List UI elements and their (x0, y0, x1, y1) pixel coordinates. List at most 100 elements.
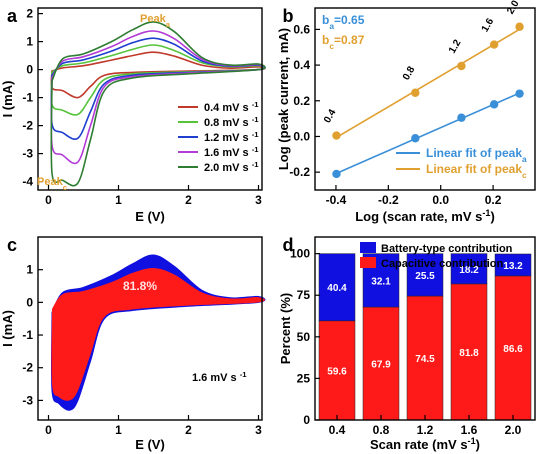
panel-d-ytick-label: 0 (303, 413, 310, 427)
legend-label-a-0: 0.4 mV s -1 (204, 100, 259, 115)
scan-rate-point-label-3: 1.6 (480, 16, 497, 34)
legend-label-b-1-part: c (522, 170, 527, 180)
legend-label-a-4: 2.0 mV s -1 (204, 160, 259, 175)
peak-a-annotation: Peaka (140, 13, 171, 29)
panel-c-xlabel: E (V) (135, 437, 165, 452)
panel-b-xlabel: Log (scan rate, mV s-1) (355, 208, 495, 224)
peak-c-annotation-part: c (63, 183, 68, 192)
fit-line-b-1 (336, 28, 520, 139)
bar-0-1 (362, 306, 400, 421)
legend-label-a-3: 1.6 mV s -1 (204, 145, 259, 160)
data-point-b-0-4 (515, 89, 524, 98)
panel-a-xtick-label: 0 (45, 193, 52, 207)
legend-label-a-2-part: 1.2 mV s (204, 132, 252, 144)
bar-label-0-1: 67.9 (371, 360, 391, 371)
panel-c-ytick-label: -1 (22, 328, 33, 342)
panel-a-ytick-label: -2 (22, 119, 33, 133)
b-value-1-part: =0.87 (334, 33, 365, 47)
panel-d-ytick-label: 50 (297, 330, 311, 344)
panel-c-frame (37, 236, 263, 421)
panel-c-xtick-label: 3 (255, 423, 262, 437)
panel-d-xtick-label: 1.2 (417, 423, 434, 437)
panel-b-xlabel-part: Log (scan rate, mV s (355, 209, 482, 224)
panel-label-a: a (7, 6, 18, 26)
b-value-1: bc=0.87 (322, 33, 365, 51)
panel-b-ytick-label: 0.0 (293, 129, 310, 143)
legend-label-b-0-part: a (522, 154, 527, 164)
bar-1-3 (450, 253, 488, 285)
panel-a-xtick-label: 3 (255, 193, 262, 207)
cv-curve-a-0 (50, 51, 266, 99)
data-point-b-0-1 (411, 134, 420, 143)
bar-0-3 (450, 283, 488, 421)
scan-rate-point-label-2: 1.2 (447, 38, 464, 56)
data-point-b-1-1 (411, 88, 420, 97)
panel-a-xlabel: E (V) (135, 209, 165, 224)
peak-c-annotation: Peakc (37, 176, 68, 192)
panel-label-c: c (7, 235, 17, 255)
peak-a-annotation-part: Peak (140, 13, 167, 25)
fit-line-b-0 (336, 92, 520, 175)
panel-a-ytick-label: -1 (22, 91, 33, 105)
legend-label-a-2: 1.2 mV s -1 (204, 130, 259, 145)
panel-label-b: b (283, 6, 294, 26)
legend-label-b-0-part: Linear fit of peak (426, 146, 522, 160)
scan-rate-point-label-1: 0.8 (401, 64, 418, 82)
scan-rate-label-part: 1.6 mV s (192, 372, 240, 384)
panel-a-ytick-label: 2 (26, 7, 33, 21)
panel-d-xtick-label: 0.8 (373, 423, 390, 437)
bar-label-0-4: 86.6 (503, 344, 523, 355)
bar-label-0-0: 59.6 (327, 366, 347, 377)
peak-c-annotation-part: Peak (37, 176, 64, 188)
panel-b-ytick-label: 0.6 (293, 22, 310, 36)
panel-d-ytick-label: 75 (297, 288, 311, 302)
panel-d-xtick-label: 0.4 (329, 423, 346, 437)
panel-b-ytick-label: 0.2 (293, 94, 310, 108)
scan-rate-label: 1.6 mV s -1 (192, 370, 247, 385)
b-value-0: ba=0.65 (322, 13, 365, 31)
scan-rate-point-label-0: 0.4 (322, 107, 339, 125)
data-point-b-1-3 (489, 40, 499, 49)
legend-label-a-0-part: -1 (252, 100, 260, 109)
panel-a-ytick-label: -4 (22, 175, 33, 189)
bar-0-0 (318, 320, 356, 421)
legend-label-d-1: Capacitive contribution (381, 258, 504, 270)
data-point-b-1-4 (515, 22, 524, 31)
capacitive-percent-label: 81.8% (123, 279, 157, 293)
panel-d-ylabel: Percent (%) (278, 293, 293, 365)
legend-label-a-1-part: -1 (252, 115, 260, 124)
data-point-b-0-2 (457, 113, 466, 122)
panel-d-ytick-label: 100 (290, 247, 310, 261)
legend-label-b-1-part: Linear fit of peak (426, 162, 522, 176)
b-value-0-part: =0.65 (334, 13, 365, 27)
panel-b-frame (314, 7, 536, 191)
panel-d-xlabel-part: -1 (468, 436, 476, 446)
bar-label-1-4: 13.2 (503, 261, 523, 272)
panel-a-xtick-label: 1 (115, 193, 122, 207)
panel-a-ytick-label: -3 (22, 147, 33, 161)
legend-label-a-4-part: -1 (252, 160, 260, 169)
panel-b-xlabel-part: -1 (482, 208, 490, 218)
b-value-1-part: c (329, 41, 334, 51)
panel-c-xtick-label: 1 (115, 423, 122, 437)
b-value-1-part: b (322, 33, 329, 47)
panel-b-xtick-label: -0.4 (326, 193, 347, 207)
data-point-b-1-0 (332, 131, 341, 140)
data-point-b-0-0 (332, 169, 341, 179)
data-point-b-0-3 (489, 100, 499, 109)
panel-a-frame (37, 7, 263, 191)
legend-label-a-1-part: 0.8 mV s (204, 117, 252, 129)
panel-c-ylabel: I (mA) (0, 310, 15, 347)
legend-swatch-d-1 (360, 257, 376, 268)
panel-c-xtick-label: 0 (45, 423, 52, 437)
panel-b-ytick-label: 0.4 (293, 58, 310, 72)
b-value-0-part: a (329, 21, 334, 31)
panel-c-xtick-label: 2 (185, 423, 192, 437)
legend-label-a-2-part: -1 (252, 130, 260, 139)
legend-label-a-0-part: 0.4 mV s (204, 102, 252, 114)
legend-label-a-3-part: 1.6 mV s (204, 147, 252, 159)
panel-a-ytick-label: 1 (26, 35, 33, 49)
panel-c-ytick-label: 0 (26, 295, 33, 309)
panel-d-frame (314, 236, 536, 421)
capacitive-current-area (51, 267, 265, 401)
